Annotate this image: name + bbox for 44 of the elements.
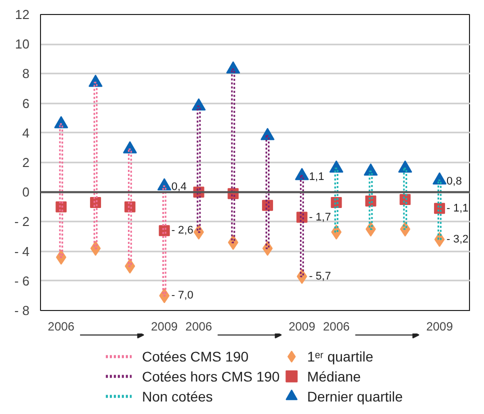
y-tick-label: 2	[22, 155, 30, 170]
data-label: - 3,2	[446, 233, 469, 246]
y-tick-label: 6	[22, 96, 30, 111]
y-tick-label: - 2	[14, 214, 30, 230]
bar	[196, 105, 201, 233]
bar	[94, 82, 98, 250]
bar	[403, 168, 408, 230]
legend-label: Médiane	[307, 368, 362, 384]
x-tick-label: 2009	[288, 320, 316, 334]
legend-label: 1ᵉʳ quartile	[307, 348, 374, 365]
y-tick-label: 0	[22, 184, 30, 200]
data-label: - 5,7	[308, 270, 331, 282]
y-tick-label: 12	[15, 7, 30, 22]
x-tick-label: 2006	[185, 320, 212, 334]
bar	[231, 68, 236, 244]
data-label: 0,8	[446, 175, 462, 188]
bar	[162, 185, 166, 296]
data-label: 1,1	[308, 170, 324, 183]
bar	[59, 123, 64, 258]
y-tick-label: - 6	[14, 273, 30, 288]
y-tick-label: 10	[15, 36, 30, 52]
legend-label: Cotées hors CMS 190	[142, 368, 280, 384]
data-label: - 1,1	[446, 202, 469, 214]
bar	[438, 179, 442, 240]
data-label: - 1,7	[308, 211, 331, 224]
legend-label: Dernier quartile	[307, 388, 404, 404]
bar	[128, 148, 132, 267]
x-tick-label: 2006	[322, 320, 350, 334]
y-tick-label: - 8	[14, 303, 30, 318]
data-label: 0,4	[171, 181, 187, 194]
y-tick-label: 4	[22, 125, 30, 140]
data-label: - 7,0	[171, 290, 194, 302]
bar	[368, 170, 373, 230]
bar	[300, 175, 304, 278]
x-tick-label: 2006	[48, 320, 75, 334]
legend-label: Cotées CMS 190	[142, 348, 249, 365]
x-tick-label: 2009	[426, 320, 454, 334]
y-tick-label: 8	[22, 66, 30, 82]
legend-label: Non cotées	[142, 388, 213, 404]
data-label: - 2,6	[171, 224, 194, 237]
y-tick-label: - 4	[14, 244, 30, 259]
bar	[266, 135, 270, 250]
x-tick-label: 2009	[150, 320, 178, 334]
bar	[334, 168, 338, 233]
